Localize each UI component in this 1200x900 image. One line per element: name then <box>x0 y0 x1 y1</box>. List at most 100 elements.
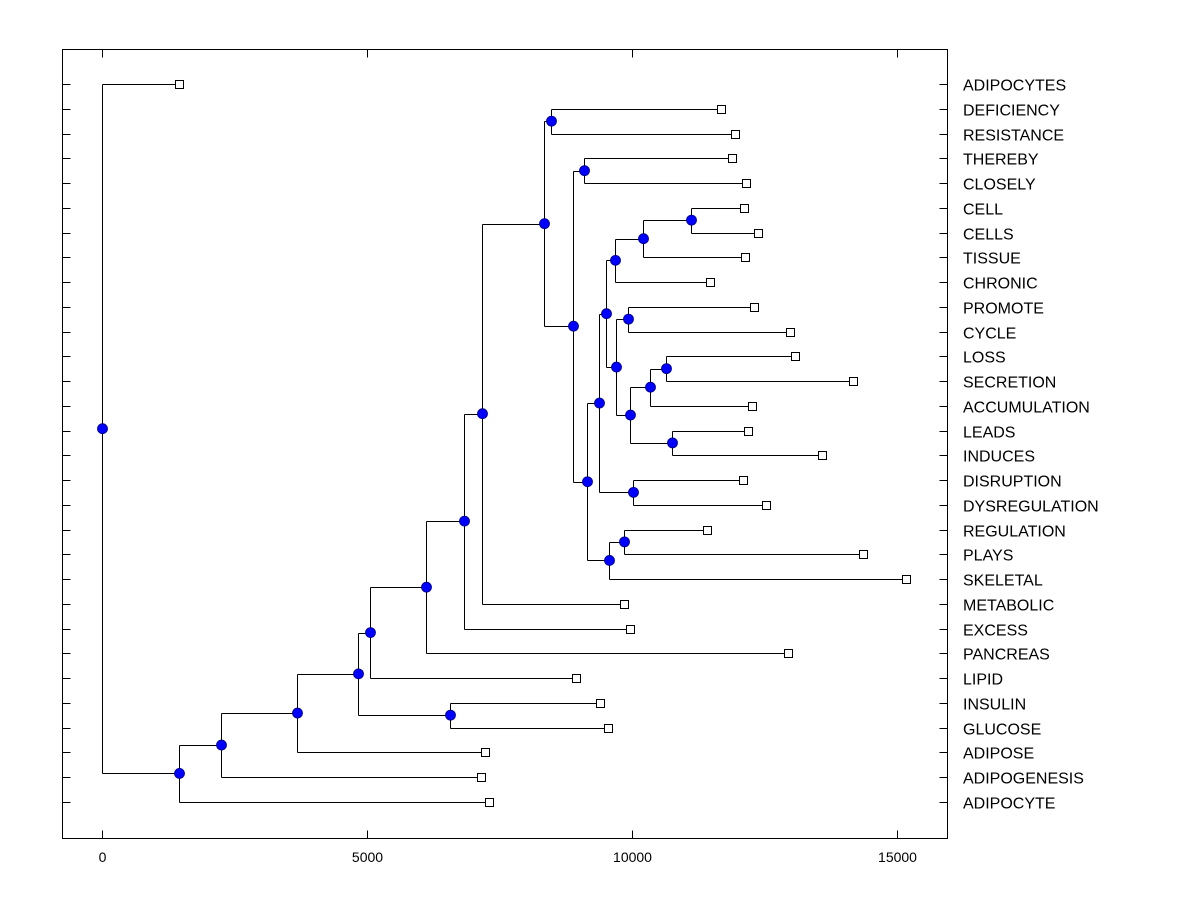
leaf-label: CHRONIC <box>963 276 1038 293</box>
internal-node-dot <box>97 423 108 435</box>
leaf-marker <box>849 377 858 386</box>
leaf-label: CELL <box>963 202 1003 219</box>
leaf-label: CYCLE <box>963 326 1016 343</box>
leaf-marker <box>572 674 581 683</box>
internal-node-dot <box>610 254 621 266</box>
leaf-label: SKELETAL <box>963 573 1043 590</box>
leaf-marker <box>784 649 793 658</box>
leaf-label: THEREBY <box>963 152 1039 169</box>
leaf-label: GLUCOSE <box>963 722 1041 739</box>
leaf-marker <box>741 253 750 262</box>
plot-frame <box>62 49 948 839</box>
leaf-label: ACCUMULATION <box>963 400 1090 417</box>
leaf-marker <box>175 80 184 89</box>
internal-node-dot <box>604 555 615 566</box>
leaf-label: PANCREAS <box>963 647 1050 664</box>
internal-node-dot <box>421 581 432 593</box>
leaf-label: LOSS <box>963 350 1006 367</box>
leaf-label: LEADS <box>963 425 1015 442</box>
leaf-label: SECRETION <box>963 375 1056 392</box>
leaf-label: DYSREGULATION <box>963 499 1099 516</box>
x-tick-label: 10000 <box>613 849 652 865</box>
internal-node-dot <box>601 308 612 320</box>
branches <box>102 84 907 803</box>
leaf-marker <box>626 625 635 634</box>
leaf-marker <box>739 476 748 485</box>
leaf-marker <box>620 600 629 609</box>
leaf-label: ADIPOSE <box>963 746 1034 763</box>
leaf-marker <box>703 526 712 535</box>
leaf-marker <box>754 229 763 238</box>
leaf-marker <box>717 105 726 114</box>
leaf-marker <box>731 130 740 139</box>
leaf-label: REGULATION <box>963 524 1066 541</box>
leaf-marker <box>859 550 868 559</box>
leaf-marker <box>742 179 751 188</box>
leaf-label: DISRUPTION <box>963 474 1062 491</box>
leaf-marker <box>728 154 737 163</box>
leaf-marker <box>762 501 771 510</box>
internal-node-dot <box>216 739 227 751</box>
internal-node-dot <box>623 313 634 325</box>
internal-node-dot <box>582 476 593 488</box>
leaf-marker <box>740 204 749 213</box>
leaf-label: CLOSELY <box>963 177 1036 194</box>
leaf-label: CELLS <box>963 227 1014 244</box>
leaf-label: TISSUE <box>963 251 1021 268</box>
leaf-label: PLAYS <box>963 548 1013 565</box>
leaf-label: METABOLIC <box>963 598 1054 615</box>
internal-node-dot <box>459 515 470 527</box>
leaf-label: LIPID <box>963 672 1003 689</box>
leaf-label: ADIPOCYTES <box>963 78 1066 95</box>
leaf-labels: ADIPOCYTES DEFICIENCY RESISTANCE THEREBY CLO… <box>963 78 1099 813</box>
leaf-label: DEFICIENCY <box>963 103 1060 120</box>
leaf-marker <box>818 451 827 460</box>
x-axis: 0 5000 10000 15000 <box>99 49 917 865</box>
internal-node-dot <box>292 707 303 719</box>
internal-node-dot <box>628 486 639 498</box>
internal-node-dot <box>645 381 656 393</box>
internal-node-dot <box>686 214 697 226</box>
leaf-label: RESISTANCE <box>963 128 1064 145</box>
internal-node-dot <box>579 165 590 177</box>
leaf-marker <box>902 575 911 584</box>
leaf-marker <box>706 278 715 287</box>
internal-node-dot <box>619 536 630 548</box>
leaf-marker <box>748 402 757 411</box>
leaf-marker <box>791 352 800 361</box>
internal-nodes <box>97 115 697 779</box>
x-tick-label: 15000 <box>878 849 917 865</box>
internal-node-dot <box>174 767 185 779</box>
internal-node-dot <box>477 408 488 420</box>
internal-node-dot <box>365 627 376 638</box>
internal-node-dot <box>661 363 672 375</box>
internal-node-dot <box>594 397 605 409</box>
leaf-marker <box>604 724 613 733</box>
leaf-label: ADIPOCYTE <box>963 796 1055 813</box>
leaf-label: INSULIN <box>963 697 1026 714</box>
internal-node-dot <box>667 437 678 449</box>
internal-node-dot <box>546 115 557 127</box>
internal-node-dot <box>625 409 636 421</box>
internal-node-dot <box>568 320 579 332</box>
leaf-label: ADIPOGENESIS <box>963 771 1084 788</box>
leaf-marker <box>744 427 753 436</box>
leaf-marker <box>481 748 490 757</box>
y-axis-ticks <box>62 84 948 803</box>
leaf-marker <box>786 328 795 337</box>
leaf-label: EXCESS <box>963 623 1028 640</box>
internal-node-dot <box>611 361 622 373</box>
internal-node-dot <box>638 233 649 245</box>
leaf-label: INDUCES <box>963 449 1035 466</box>
leaf-label: PROMOTE <box>963 301 1044 318</box>
x-tick-label: 5000 <box>352 849 383 865</box>
leaf-markers <box>175 80 911 807</box>
x-tick-label: 0 <box>99 849 107 865</box>
leaf-marker <box>485 798 494 807</box>
internal-node-dot <box>353 668 364 680</box>
internal-node-dot <box>445 709 456 721</box>
leaf-marker <box>477 773 486 782</box>
leaf-marker <box>750 303 759 312</box>
leaf-marker <box>596 699 605 708</box>
